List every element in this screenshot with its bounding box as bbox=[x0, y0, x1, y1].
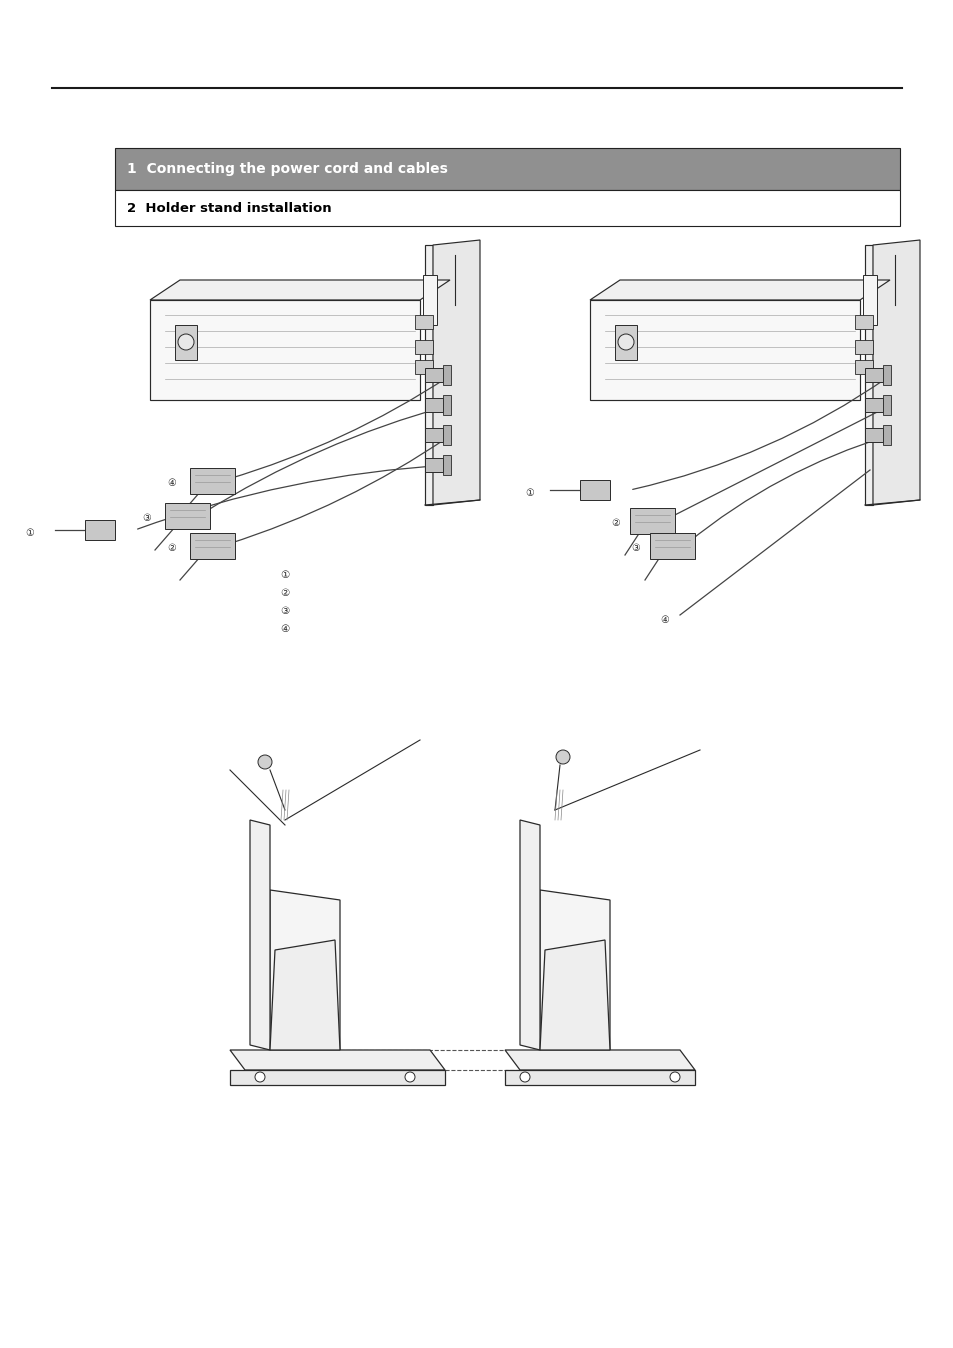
Bar bbox=[864, 429, 882, 442]
Text: ④: ④ bbox=[659, 615, 669, 625]
Bar bbox=[589, 301, 859, 400]
Bar bbox=[115, 148, 899, 190]
Text: ①: ① bbox=[26, 528, 34, 538]
Bar bbox=[442, 365, 451, 386]
Bar bbox=[415, 360, 433, 373]
Polygon shape bbox=[250, 820, 270, 1050]
Bar bbox=[415, 315, 433, 329]
Text: ④: ④ bbox=[168, 479, 176, 488]
Circle shape bbox=[669, 1072, 679, 1082]
Polygon shape bbox=[230, 1070, 444, 1085]
Text: ①: ① bbox=[525, 488, 534, 497]
Text: 2  Holder stand installation: 2 Holder stand installation bbox=[127, 201, 332, 214]
Bar bbox=[649, 532, 695, 559]
Circle shape bbox=[618, 334, 634, 350]
Text: ③: ③ bbox=[280, 607, 290, 616]
Bar bbox=[165, 503, 210, 528]
Bar bbox=[424, 398, 442, 412]
Bar bbox=[174, 325, 196, 360]
Circle shape bbox=[519, 1072, 530, 1082]
Circle shape bbox=[257, 755, 272, 768]
Bar bbox=[864, 398, 882, 412]
Bar bbox=[882, 425, 890, 445]
Polygon shape bbox=[539, 940, 609, 1050]
Polygon shape bbox=[864, 245, 872, 506]
Bar bbox=[854, 315, 872, 329]
Polygon shape bbox=[589, 280, 889, 301]
Polygon shape bbox=[504, 1070, 695, 1085]
Bar bbox=[190, 468, 234, 493]
Text: ③: ③ bbox=[143, 514, 152, 523]
Polygon shape bbox=[230, 1050, 444, 1070]
Polygon shape bbox=[270, 940, 339, 1050]
Bar bbox=[864, 368, 882, 381]
Polygon shape bbox=[424, 245, 433, 506]
Bar bbox=[882, 395, 890, 415]
Bar bbox=[442, 395, 451, 415]
Bar bbox=[862, 275, 876, 325]
Bar bbox=[424, 429, 442, 442]
Polygon shape bbox=[539, 890, 609, 1050]
Bar bbox=[854, 340, 872, 355]
Bar bbox=[85, 520, 115, 541]
Bar bbox=[422, 275, 436, 325]
Text: ④: ④ bbox=[280, 624, 290, 634]
Bar bbox=[579, 480, 609, 500]
Bar bbox=[854, 360, 872, 373]
Bar bbox=[424, 368, 442, 381]
Polygon shape bbox=[150, 280, 450, 301]
Text: 1  Connecting the power cord and cables: 1 Connecting the power cord and cables bbox=[127, 162, 447, 177]
Bar bbox=[115, 190, 899, 226]
Circle shape bbox=[405, 1072, 415, 1082]
Circle shape bbox=[178, 334, 193, 350]
Polygon shape bbox=[270, 890, 339, 1050]
Circle shape bbox=[254, 1072, 265, 1082]
Polygon shape bbox=[519, 820, 539, 1050]
Bar bbox=[415, 340, 433, 355]
Bar bbox=[442, 456, 451, 474]
Text: ①: ① bbox=[280, 570, 290, 580]
Text: ②: ② bbox=[280, 588, 290, 599]
Circle shape bbox=[556, 749, 569, 764]
Bar bbox=[424, 458, 442, 472]
Text: ③: ③ bbox=[631, 543, 639, 553]
Bar bbox=[615, 325, 637, 360]
Bar bbox=[150, 301, 419, 400]
Text: ②: ② bbox=[611, 518, 619, 528]
Bar bbox=[190, 532, 234, 559]
Bar bbox=[629, 508, 675, 534]
Bar bbox=[442, 425, 451, 445]
Polygon shape bbox=[872, 240, 919, 506]
Bar bbox=[882, 365, 890, 386]
Polygon shape bbox=[433, 240, 479, 506]
Polygon shape bbox=[504, 1050, 695, 1070]
Text: ②: ② bbox=[168, 543, 176, 553]
